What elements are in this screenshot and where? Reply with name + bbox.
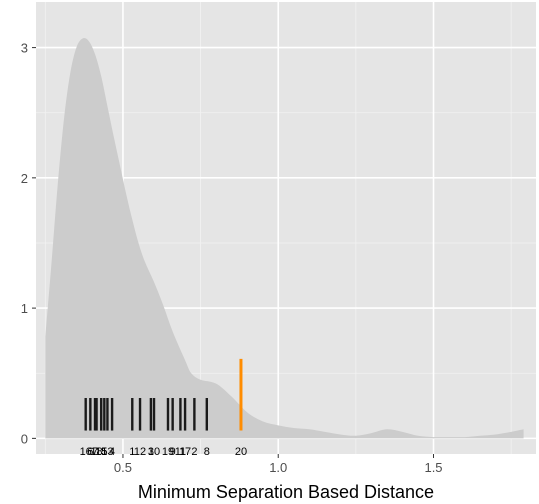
rug-label-10: 10 — [148, 446, 160, 458]
rug-label-4: 4 — [109, 446, 115, 458]
rug-label-7: 7 — [92, 446, 98, 458]
x-axis-title: Minimum Separation Based Distance — [138, 482, 434, 502]
rug-label-2: 2 — [191, 446, 197, 458]
rug-label-6: 6 — [87, 446, 93, 458]
y-axis: 0 1 2 3 — [21, 41, 36, 446]
rug-marks — [84, 358, 243, 431]
rug-label-16: 16 — [80, 446, 92, 458]
y-tick-label: 2 — [21, 171, 28, 186]
y-tick-label: 0 — [21, 431, 28, 446]
y-tick-label: 3 — [21, 41, 28, 56]
rug-label-15: 15 — [95, 446, 107, 458]
rug-label-3: 3 — [148, 446, 154, 458]
density-area — [45, 38, 524, 439]
x-tick-label: 0.5 — [114, 460, 132, 475]
rug-label-12: 12 — [134, 446, 146, 458]
rug-label-13: 13 — [101, 446, 113, 458]
x-tick-label: 1.0 — [269, 460, 287, 475]
y-tick-label: 1 — [21, 301, 28, 316]
rug-label-11: 11 — [175, 446, 186, 458]
minor-gridlines — [36, 2, 536, 454]
rug-label-18: 18 — [90, 446, 102, 458]
rug-label-1: 1 — [129, 446, 135, 458]
rug-label-19: 19 — [162, 446, 174, 458]
rug-label-20: 20 — [235, 446, 247, 458]
rug-label-9: 9 — [170, 446, 176, 458]
x-tick-label: 1.5 — [424, 460, 442, 475]
x-axis: 0.5 1.0 1.5 — [114, 454, 443, 475]
rug-label-17: 17 — [179, 446, 191, 458]
rug-label-8: 8 — [204, 446, 210, 458]
rug-label-5: 5 — [101, 446, 107, 458]
